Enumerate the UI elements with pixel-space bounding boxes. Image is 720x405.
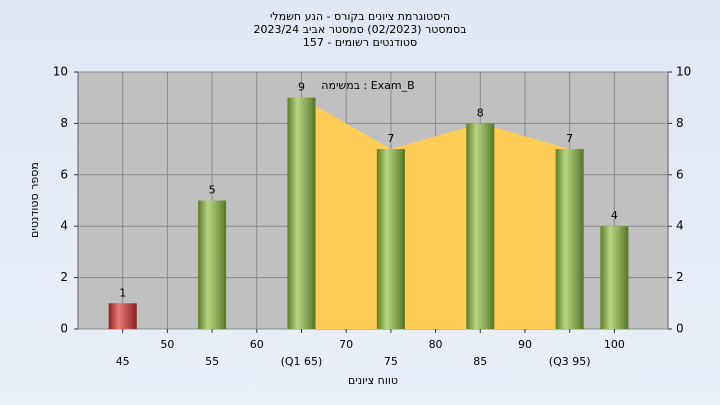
chart-title: בסמסטר (02/2023) סמסטר אביב 2023/24	[253, 23, 466, 36]
y2-tick-label: 2	[676, 270, 684, 284]
x-tick-label: 45	[116, 355, 130, 368]
bar-shade	[466, 123, 495, 330]
bar-shade	[555, 149, 584, 329]
y-tick-label: 0	[60, 322, 68, 336]
x-tick-label: 70	[339, 338, 353, 351]
x-tick-label: 55	[205, 355, 219, 368]
value-label: 8	[477, 106, 484, 119]
y-tick-label: 4	[60, 219, 68, 233]
y2-tick-label: 0	[676, 322, 684, 336]
y-tick-label: 6	[60, 167, 68, 181]
x-tick-label: 60	[250, 338, 264, 351]
x-tick-label: (Q1 65)	[281, 355, 323, 368]
y2-tick-label: 8	[676, 116, 684, 130]
y-tick-label: 8	[60, 116, 68, 130]
layer: היסטוגרמת ציונים בקורס - הנע חשמליבסמסטר…	[28, 10, 691, 387]
y-tick-label: 2	[60, 270, 68, 284]
y2-tick-label: 4	[676, 219, 684, 233]
bar-shade	[287, 97, 316, 329]
value-label: 7	[566, 132, 573, 145]
x-tick-label: (Q3 95)	[549, 355, 591, 368]
y-tick-label: 10	[53, 65, 68, 79]
chart-title: היסטוגרמת ציונים בקורס - הנע חשמלי	[270, 10, 450, 23]
value-label: 4	[611, 209, 618, 222]
bar-shade	[108, 303, 137, 329]
x-tick-label: 90	[518, 338, 532, 351]
annotation: במשימה : Exam_B	[321, 79, 414, 92]
y-axis-label: מספר סטודנטים	[28, 162, 41, 238]
value-label: 7	[387, 132, 394, 145]
x-tick-label: 75	[384, 355, 398, 368]
x-tick-label: 85	[473, 355, 487, 368]
bar-shade	[600, 226, 629, 329]
bar-shade	[376, 149, 405, 329]
value-label: 1	[119, 286, 126, 299]
chart-title: סטודנטים רשומים - 157	[303, 36, 417, 49]
bar-shade	[198, 200, 227, 329]
value-label: 5	[209, 184, 216, 197]
value-label: 9	[298, 81, 305, 94]
quartile-area	[301, 97, 570, 329]
y2-tick-label: 6	[676, 167, 684, 181]
x-tick-label: 80	[429, 338, 443, 351]
x-tick-label: 50	[160, 338, 174, 351]
x-tick-label: 100	[604, 338, 625, 351]
y2-tick-label: 10	[676, 65, 691, 79]
x-axis-label: טווח ציונים	[348, 374, 398, 387]
